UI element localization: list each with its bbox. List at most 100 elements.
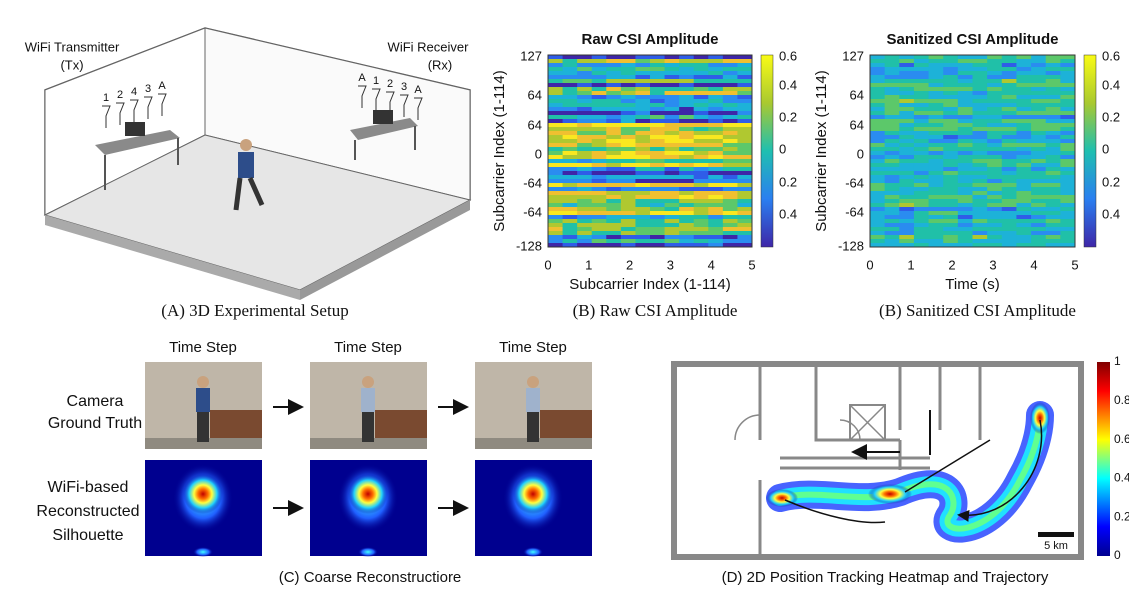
- heatmap-cell: [1046, 59, 1061, 64]
- heatmap-cell: [870, 91, 885, 96]
- heatmap-cell: [987, 159, 1002, 164]
- heatmap-cell: [1031, 63, 1046, 68]
- heatmap-cell: [737, 143, 752, 148]
- heatmap-cell: [958, 71, 973, 76]
- heatmap-cell: [548, 55, 563, 60]
- heatmap-cell: [548, 135, 563, 140]
- heatmap-cell: [1046, 179, 1061, 184]
- heatmap-cell: [679, 183, 694, 188]
- heatmap-cell: [1060, 155, 1075, 160]
- heatmap-cell: [621, 127, 636, 132]
- heatmap-cell: [548, 231, 563, 236]
- heatmap-cell: [885, 67, 900, 72]
- heatmap-cell: [870, 163, 885, 168]
- heatmap-cell: [621, 151, 636, 156]
- heatmap-cell: [665, 191, 680, 196]
- heatmap-cell: [621, 143, 636, 148]
- heatmap-cell: [621, 207, 636, 212]
- heatmap-cell: [1031, 227, 1046, 232]
- heatmap-cell: [899, 155, 914, 160]
- heatmap-cell: [650, 211, 665, 216]
- heatmap-cell: [563, 239, 578, 244]
- heatmap-cell: [577, 63, 592, 68]
- heatmap-cell: [650, 107, 665, 112]
- heatmap-cell: [899, 119, 914, 124]
- heatmap-cell: [548, 63, 563, 68]
- heatmap-cell: [885, 163, 900, 168]
- heatmap-cell: [1031, 187, 1046, 192]
- heatmap-cell: [665, 91, 680, 96]
- heatmap-cell: [1031, 131, 1046, 136]
- heatmap-cell: [650, 215, 665, 220]
- heatmap-cell: [987, 203, 1002, 208]
- heatmap-cell: [665, 187, 680, 192]
- heatmap-cell: [577, 187, 592, 192]
- heatmap-cell: [679, 63, 694, 68]
- heatmap-cell: [650, 147, 665, 152]
- heatmap-cell: [1016, 215, 1031, 220]
- y-tick-label: 0: [857, 146, 864, 161]
- heatmap-cell: [1046, 111, 1061, 116]
- heatmap-cell: [635, 59, 650, 64]
- heatmap-cell: [592, 159, 607, 164]
- heatmap-cell: [665, 207, 680, 212]
- heatmap-cell: [621, 63, 636, 68]
- row-label: WiFi-based: [48, 479, 129, 496]
- heatmap-cell: [943, 63, 958, 68]
- heatmap-cell: [606, 183, 621, 188]
- heatmap-cell: [606, 115, 621, 120]
- heatmap-cell: [592, 207, 607, 212]
- heatmap-cell: [929, 95, 944, 100]
- x-tick-label: 1: [585, 257, 592, 272]
- heatmap-cell: [870, 159, 885, 164]
- heatmap-cell: [973, 95, 988, 100]
- heatmap-cell: [563, 91, 578, 96]
- heatmap-cell: [577, 95, 592, 100]
- heatmap-cell: [548, 75, 563, 80]
- heatmap-cell: [1031, 199, 1046, 204]
- heatmap-cell: [737, 195, 752, 200]
- heatmap-cell: [577, 235, 592, 240]
- heatmap-cell: [870, 223, 885, 228]
- heatmap-cell: [1016, 95, 1031, 100]
- heatmap-cell: [548, 107, 563, 112]
- heatmap-cell: [606, 67, 621, 72]
- heatmap-cell: [577, 231, 592, 236]
- heatmap-cell: [592, 99, 607, 104]
- heatmap-cell: [870, 99, 885, 104]
- heatmap-cell: [929, 135, 944, 140]
- heatmap-cell: [1031, 55, 1046, 60]
- heatmap-cell: [737, 231, 752, 236]
- heatmap-cell: [899, 87, 914, 92]
- heatmap-cell: [635, 215, 650, 220]
- heatmap-cell: [737, 95, 752, 100]
- heatmap-cell: [870, 191, 885, 196]
- heatmap-cell: [973, 79, 988, 84]
- heatmap-cell: [885, 95, 900, 100]
- heatmap-cell: [694, 59, 709, 64]
- heatmap-cell: [1031, 99, 1046, 104]
- heatmap-cell: [929, 87, 944, 92]
- heatmap-cell: [548, 91, 563, 96]
- heatmap-cell: [694, 79, 709, 84]
- heatmap-cell: [606, 119, 621, 124]
- heatmap-cell: [737, 67, 752, 72]
- heatmap-cell: [1031, 115, 1046, 120]
- heatmap-cell: [679, 79, 694, 84]
- heatmap-cell: [929, 59, 944, 64]
- heatmap-cell: [1046, 75, 1061, 80]
- heatmap-cell: [548, 111, 563, 116]
- heatmap-cell: [679, 111, 694, 116]
- heatmap-cell: [899, 127, 914, 132]
- heatmap-cell: [1002, 99, 1017, 104]
- heatmap-cell: [650, 131, 665, 136]
- heatmap-cell: [708, 115, 723, 120]
- heatmap-cell: [723, 235, 738, 240]
- heatmap-cell: [621, 215, 636, 220]
- heatmap-cell: [694, 131, 709, 136]
- heatmap-cell: [694, 111, 709, 116]
- heatmap-cell: [563, 67, 578, 72]
- heatmap-cell: [577, 167, 592, 172]
- heatmap-cell: [694, 127, 709, 132]
- heatmap-cell: [1031, 83, 1046, 88]
